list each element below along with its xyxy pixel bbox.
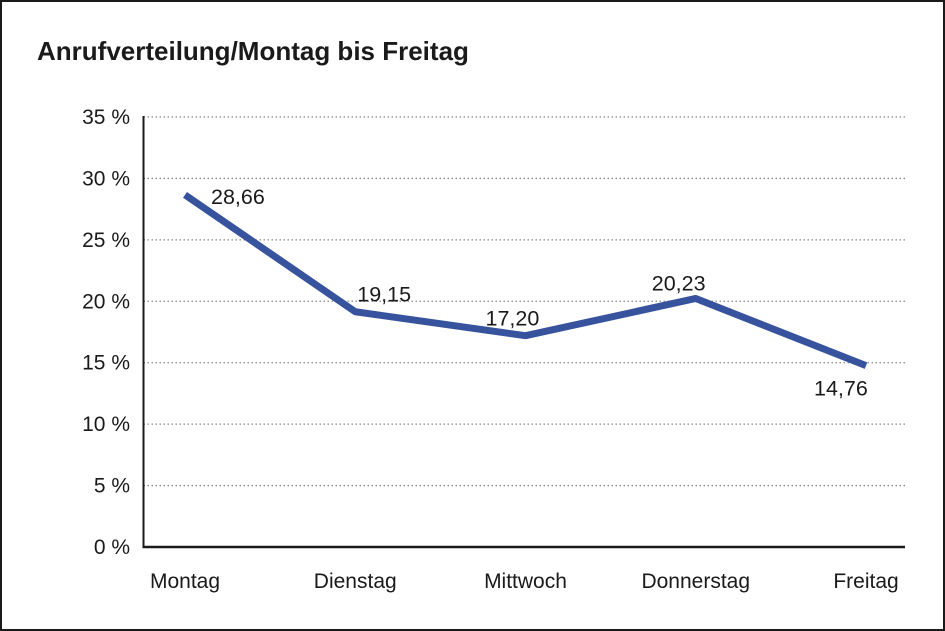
data-point-label-donnerstag: 20,23: [652, 271, 706, 295]
x-category-label-montag: Montag: [150, 570, 220, 593]
y-tick-label-30: 30 %: [82, 167, 130, 190]
data-point-label-mittwoch: 17,20: [486, 307, 540, 331]
y-tick-label-15: 15 %: [82, 352, 130, 375]
data-point-label-dienstag: 19,15: [357, 283, 411, 307]
y-tick-label-25: 25 %: [82, 229, 130, 252]
data-series-line: [183, 192, 868, 369]
x-category-label-mittwoch: Mittwoch: [484, 570, 567, 593]
y-tick-label-35: 35 %: [82, 106, 130, 129]
x-category-label-dienstag: Dienstag: [314, 570, 397, 593]
y-tick-label-10: 10 %: [82, 413, 130, 436]
y-tick-label-20: 20 %: [82, 290, 130, 313]
x-category-label-freitag: Freitag: [833, 570, 898, 593]
y-tick-label-0: 0 %: [94, 536, 130, 559]
y-tick-label-5: 5 %: [94, 475, 130, 498]
data-point-label-montag: 28,66: [211, 185, 265, 209]
data-point-label-freitag: 14,76: [814, 377, 868, 401]
x-category-label-donnerstag: Donnerstag: [641, 570, 750, 593]
chart-title: Anrufverteilung/Montag bis Freitag: [37, 36, 469, 66]
